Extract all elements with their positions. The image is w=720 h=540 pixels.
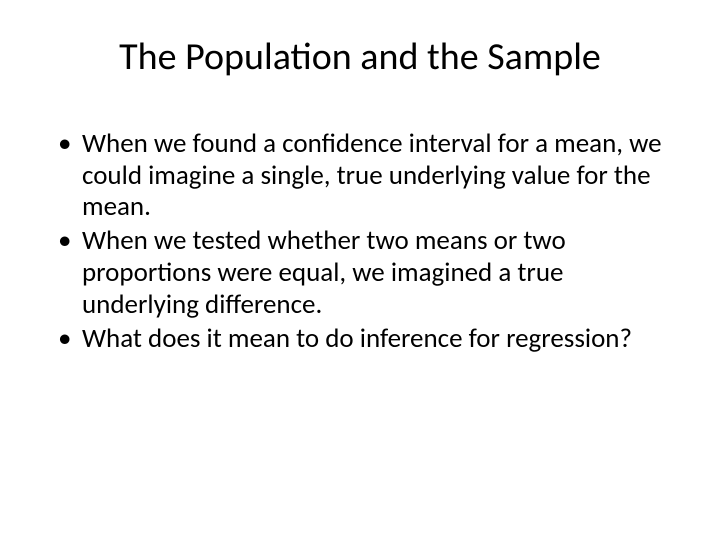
list-item: When we found a confidence interval for … bbox=[54, 128, 672, 224]
slide-title: The Population and the Sample bbox=[48, 36, 672, 80]
bullet-text: When we found a confidence interval for … bbox=[82, 127, 662, 224]
list-item: What does it mean to do inference for re… bbox=[54, 323, 672, 355]
bullet-text: When we tested whether two means or two … bbox=[82, 224, 566, 321]
slide: The Population and the Sample When we fo… bbox=[0, 0, 720, 540]
list-item: When we tested whether two means or two … bbox=[54, 225, 672, 321]
bullet-text: What does it mean to do inference for re… bbox=[82, 322, 632, 355]
bullet-list: When we found a confidence interval for … bbox=[48, 128, 672, 355]
